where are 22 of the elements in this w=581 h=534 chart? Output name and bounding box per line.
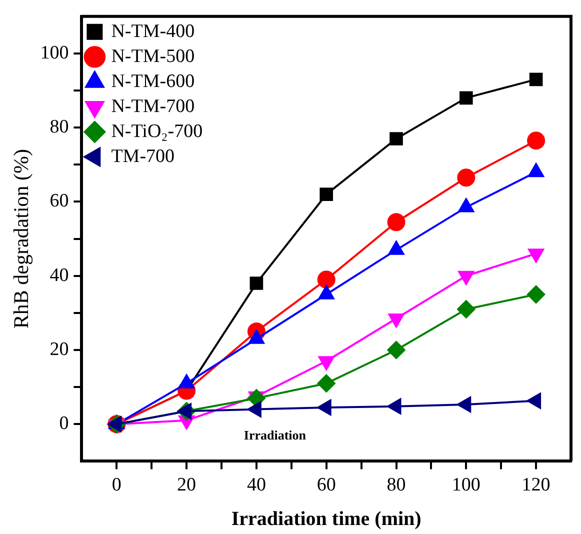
legend-label: TM-700	[111, 146, 175, 167]
y-tick-label: 0	[59, 413, 69, 434]
y-tick-label: 60	[50, 190, 69, 212]
y-tick-label: 80	[50, 116, 69, 138]
legend-label: N-TM-600	[111, 70, 195, 92]
x-tick-label: 60	[316, 474, 336, 496]
legend-label: N-TM-400	[111, 20, 195, 42]
x-tick-label: 120	[522, 474, 550, 496]
x-tick-label: 0	[112, 474, 122, 496]
x-tick-label: 40	[246, 474, 266, 496]
legend-label: N-TiO₂-700	[111, 120, 203, 142]
x-axis-title: Irradiation time (min)	[231, 508, 422, 530]
annotation: Irradiation	[244, 428, 307, 443]
x-tick-label: 20	[177, 474, 196, 496]
x-tick-label: 80	[386, 474, 406, 496]
legend-label: N-TM-500	[111, 46, 195, 67]
x-tick-label: 100	[452, 474, 480, 496]
y-axis-title: RhB degradation (%)	[9, 148, 34, 329]
y-tick-label: 40	[50, 264, 69, 286]
y-tick-label: 20	[50, 338, 69, 360]
y-tick-label: 100	[40, 42, 69, 64]
legend-label: N-TM-700	[111, 96, 195, 117]
